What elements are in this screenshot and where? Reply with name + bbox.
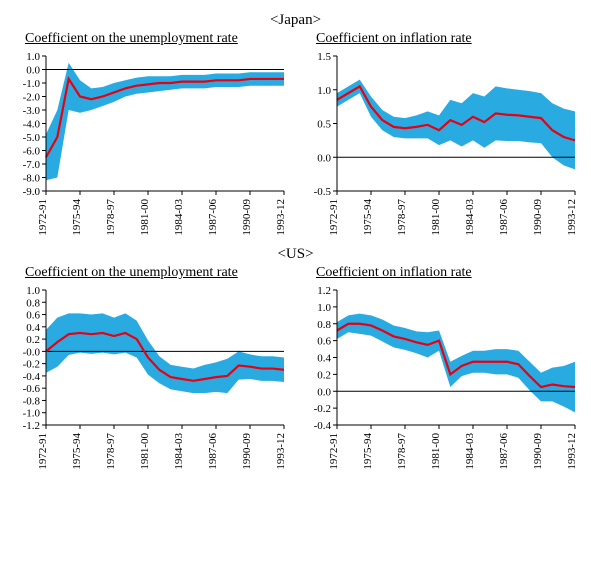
- ytick-label: 0.6: [317, 336, 331, 348]
- us-unemp-title: Coefficient on the unemployment rate: [25, 265, 290, 281]
- xtick-label: 1984-03: [173, 433, 185, 470]
- ytick-label: 1.0: [26, 285, 40, 297]
- ytick-label: -0.0: [23, 346, 41, 358]
- xtick-label: 1972-91: [328, 199, 340, 236]
- ytick-label: -1.2: [23, 420, 40, 432]
- xtick-label: 1978-97: [105, 199, 117, 236]
- xtick-label: 1987-06: [498, 199, 510, 236]
- ytick-label: -4.0: [23, 119, 41, 131]
- confidence-band: [337, 314, 575, 413]
- ytick-label: 0.2: [26, 334, 40, 346]
- xtick-label: 1987-06: [207, 199, 219, 236]
- ytick-label: -9.0: [23, 186, 41, 198]
- ytick-label: -0.4: [314, 420, 332, 432]
- xtick-label: 1993-12: [275, 199, 287, 236]
- xtick-label: 1978-97: [105, 433, 117, 470]
- xtick-label: 1990-09: [241, 433, 253, 470]
- us-infl-title: Coefficient on inflation rate: [316, 265, 581, 281]
- ytick-label: -2.0: [23, 92, 41, 104]
- ytick-label: 1.0: [317, 85, 331, 97]
- ytick-label: -0.6: [23, 383, 41, 395]
- ytick-label: 1.5: [317, 51, 331, 63]
- ytick-label: 1.0: [26, 51, 40, 63]
- xtick-label: 1993-12: [566, 433, 578, 470]
- ytick-label: -1.0: [23, 78, 41, 90]
- xtick-label: 1975-94: [362, 433, 374, 470]
- xtick-label: 1990-09: [241, 199, 253, 236]
- xtick-label: 1975-94: [362, 199, 374, 236]
- xtick-label: 1972-91: [328, 433, 340, 470]
- jp-infl-panel: Coefficient on inflation rate -0.5 0.0 0.5…: [301, 31, 581, 241]
- ytick-label: 0.8: [317, 319, 331, 331]
- confidence-band: [46, 313, 284, 393]
- japan-label: <Japan>: [10, 12, 581, 29]
- us-label: <US>: [10, 246, 581, 263]
- ytick-label: -0.2: [23, 359, 40, 371]
- us-infl-chart: -0.4 -0.2 0.0 0.2 0.4 0.6 0.8 1.0 1.2 1972-91 1975…: [301, 285, 581, 475]
- ytick-label: 0.8: [26, 297, 40, 309]
- ytick-label: 0.0: [317, 386, 331, 398]
- xtick-label: 1987-06: [498, 433, 510, 470]
- confidence-band: [46, 63, 284, 180]
- japan-row: Coefficient on the unemployment rate -9.…: [10, 31, 581, 241]
- xtick-label: 1972-91: [37, 433, 49, 470]
- confidence-band: [337, 80, 575, 170]
- us-unemp-panel: Coefficient on the unemployment rate -1.…: [10, 265, 290, 475]
- xtick-label: 1987-06: [207, 433, 219, 470]
- jp-infl-chart: -0.5 0.0 0.5 1.0 1.5 1972-91 1975-94 1978-97 198…: [301, 51, 581, 241]
- ytick-label: 0.4: [317, 353, 331, 365]
- us-infl-panel: Coefficient on inflation rate -0.4 -0.2 0.…: [301, 265, 581, 475]
- xtick-label: 1981-00: [139, 199, 151, 236]
- ytick-label: -8.0: [23, 173, 41, 185]
- ytick-label: -1.0: [23, 408, 41, 420]
- xtick-label: 1975-94: [71, 433, 83, 470]
- xtick-label: 1990-09: [532, 199, 544, 236]
- us-row: Coefficient on the unemployment rate -1.…: [10, 265, 581, 475]
- xtick-label: 1984-03: [464, 199, 476, 236]
- jp-unemp-title: Coefficient on the unemployment rate: [25, 31, 290, 47]
- xtick-label: 1975-94: [71, 199, 83, 236]
- jp-unemp-chart: -9.0-8.0 -7.0-6.0 -5.0-4.0 -3.0-2.0 -1.00.0 1…: [10, 51, 290, 241]
- ytick-label: 0.5: [317, 119, 331, 131]
- xtick-label: 1984-03: [464, 433, 476, 470]
- ytick-label: -0.2: [314, 403, 331, 415]
- ytick-label: 0.2: [317, 369, 331, 381]
- ytick-label: -3.0: [23, 105, 41, 117]
- ytick-label: 1.2: [317, 285, 331, 297]
- us-unemp-chart: -1.2-1.0-0.8-0.6-0.4-0.2-0.00.20.40.60.8…: [10, 285, 290, 475]
- xtick-label: 1978-97: [396, 199, 408, 236]
- xtick-label: 1993-12: [566, 199, 578, 236]
- xtick-label: 1990-09: [532, 433, 544, 470]
- ytick-label: 0.0: [26, 65, 40, 77]
- xtick-label: 1978-97: [396, 433, 408, 470]
- ytick-label: -5.0: [23, 132, 41, 144]
- ytick-label: 0.4: [26, 322, 40, 334]
- ytick-label: -6.0: [23, 146, 41, 158]
- xtick-label: 1984-03: [173, 199, 185, 236]
- ytick-label: -0.5: [314, 186, 332, 198]
- xtick-label: 1981-00: [430, 199, 442, 236]
- ytick-label: -7.0: [23, 159, 41, 171]
- ytick-label: -0.4: [23, 371, 41, 383]
- xtick-label: 1981-00: [430, 433, 442, 470]
- jp-unemp-panel: Coefficient on the unemployment rate -9.…: [10, 31, 290, 241]
- xtick-label: 1993-12: [275, 433, 287, 470]
- ytick-label: -0.8: [23, 395, 41, 407]
- ytick-label: 0.6: [26, 310, 40, 322]
- xtick-label: 1972-91: [37, 199, 49, 236]
- ytick-label: 1.0: [317, 302, 331, 314]
- ytick-label: 0.0: [317, 152, 331, 164]
- jp-infl-title: Coefficient on inflation rate: [316, 31, 581, 47]
- xtick-label: 1981-00: [139, 433, 151, 470]
